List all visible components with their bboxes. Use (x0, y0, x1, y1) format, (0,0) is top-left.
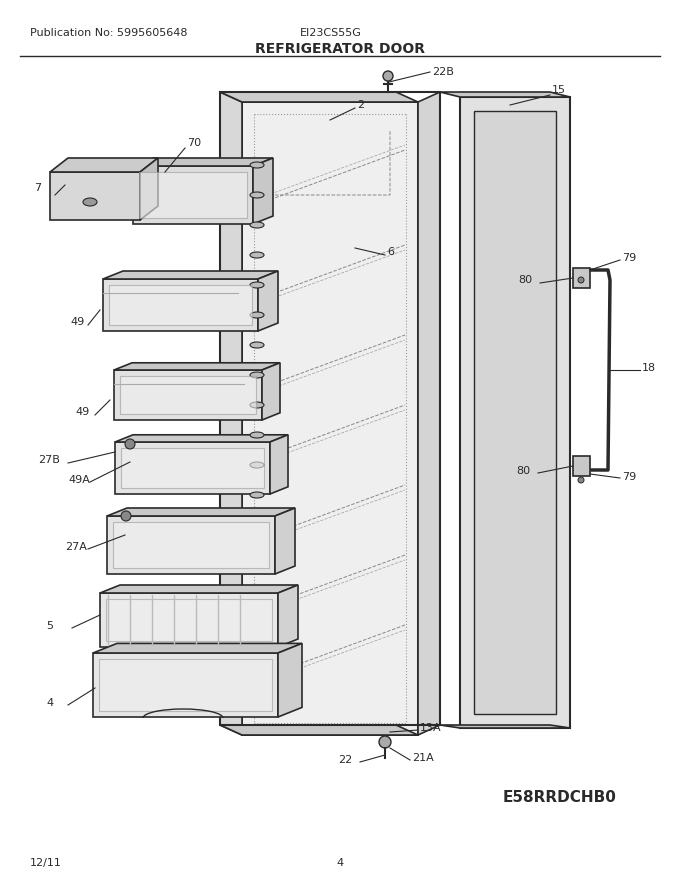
Polygon shape (50, 158, 158, 172)
Text: 15: 15 (552, 85, 566, 95)
Polygon shape (114, 363, 280, 370)
Text: 49: 49 (75, 407, 89, 417)
Polygon shape (573, 268, 590, 288)
Text: 18: 18 (642, 363, 656, 373)
Polygon shape (258, 271, 278, 331)
Text: 4: 4 (46, 698, 54, 708)
Polygon shape (139, 172, 247, 218)
Circle shape (578, 477, 584, 483)
Ellipse shape (250, 222, 264, 228)
Ellipse shape (250, 252, 264, 258)
Polygon shape (115, 442, 270, 494)
Polygon shape (278, 643, 302, 717)
Text: 27A: 27A (65, 542, 87, 552)
Polygon shape (115, 435, 288, 442)
Circle shape (379, 736, 391, 748)
Polygon shape (275, 508, 295, 574)
Ellipse shape (250, 432, 264, 438)
Text: 80: 80 (518, 275, 532, 285)
Text: 79: 79 (622, 472, 636, 482)
Ellipse shape (250, 372, 264, 378)
Circle shape (578, 277, 584, 283)
Polygon shape (133, 158, 273, 166)
Polygon shape (120, 376, 256, 414)
Polygon shape (100, 585, 298, 593)
Polygon shape (93, 653, 278, 717)
Polygon shape (253, 158, 273, 224)
Text: 70: 70 (187, 138, 201, 148)
Polygon shape (121, 448, 264, 488)
Ellipse shape (250, 492, 264, 498)
Polygon shape (103, 271, 278, 279)
Text: 12/11: 12/11 (30, 858, 62, 868)
Text: 80: 80 (516, 466, 530, 476)
Ellipse shape (250, 462, 264, 468)
Text: 22B: 22B (432, 67, 454, 77)
Text: 2: 2 (357, 100, 364, 110)
Polygon shape (114, 370, 262, 420)
Polygon shape (573, 456, 590, 476)
Circle shape (383, 71, 393, 81)
Text: 79: 79 (622, 253, 636, 263)
Text: 49A: 49A (68, 475, 90, 485)
Text: 13A: 13A (420, 723, 441, 733)
Text: 49: 49 (70, 317, 84, 327)
Polygon shape (440, 92, 570, 97)
Polygon shape (270, 435, 288, 494)
Circle shape (125, 439, 135, 449)
Polygon shape (474, 111, 556, 714)
Text: 5: 5 (46, 621, 54, 631)
Ellipse shape (250, 402, 264, 408)
Text: 27B: 27B (38, 455, 60, 465)
Polygon shape (418, 92, 440, 735)
Polygon shape (133, 166, 253, 224)
Ellipse shape (83, 198, 97, 206)
Polygon shape (109, 285, 252, 325)
Polygon shape (107, 516, 275, 574)
Ellipse shape (250, 342, 264, 348)
Polygon shape (113, 522, 269, 568)
Polygon shape (50, 172, 140, 220)
Ellipse shape (250, 282, 264, 288)
Circle shape (121, 511, 131, 521)
Polygon shape (106, 599, 272, 641)
Polygon shape (220, 92, 418, 102)
Polygon shape (93, 643, 302, 653)
Ellipse shape (250, 192, 264, 198)
Text: 4: 4 (337, 858, 343, 868)
Polygon shape (107, 508, 295, 516)
Text: EI23CS55G: EI23CS55G (300, 28, 362, 38)
Polygon shape (103, 279, 258, 331)
Polygon shape (262, 363, 280, 420)
Polygon shape (440, 725, 570, 728)
Text: Publication No: 5995605648: Publication No: 5995605648 (30, 28, 188, 38)
Polygon shape (100, 593, 278, 647)
Ellipse shape (250, 162, 264, 168)
Text: REFRIGERATOR DOOR: REFRIGERATOR DOOR (255, 42, 425, 56)
Polygon shape (99, 659, 272, 711)
Text: 7: 7 (35, 183, 41, 193)
Polygon shape (220, 92, 242, 735)
Text: 21A: 21A (412, 753, 434, 763)
Polygon shape (220, 725, 418, 735)
Text: 6: 6 (387, 247, 394, 257)
Ellipse shape (250, 312, 264, 318)
Text: E58RRDCHB0: E58RRDCHB0 (503, 790, 617, 805)
Polygon shape (278, 585, 298, 647)
Text: 22: 22 (338, 755, 352, 765)
Polygon shape (242, 102, 418, 735)
Polygon shape (460, 97, 570, 728)
Polygon shape (140, 158, 158, 220)
